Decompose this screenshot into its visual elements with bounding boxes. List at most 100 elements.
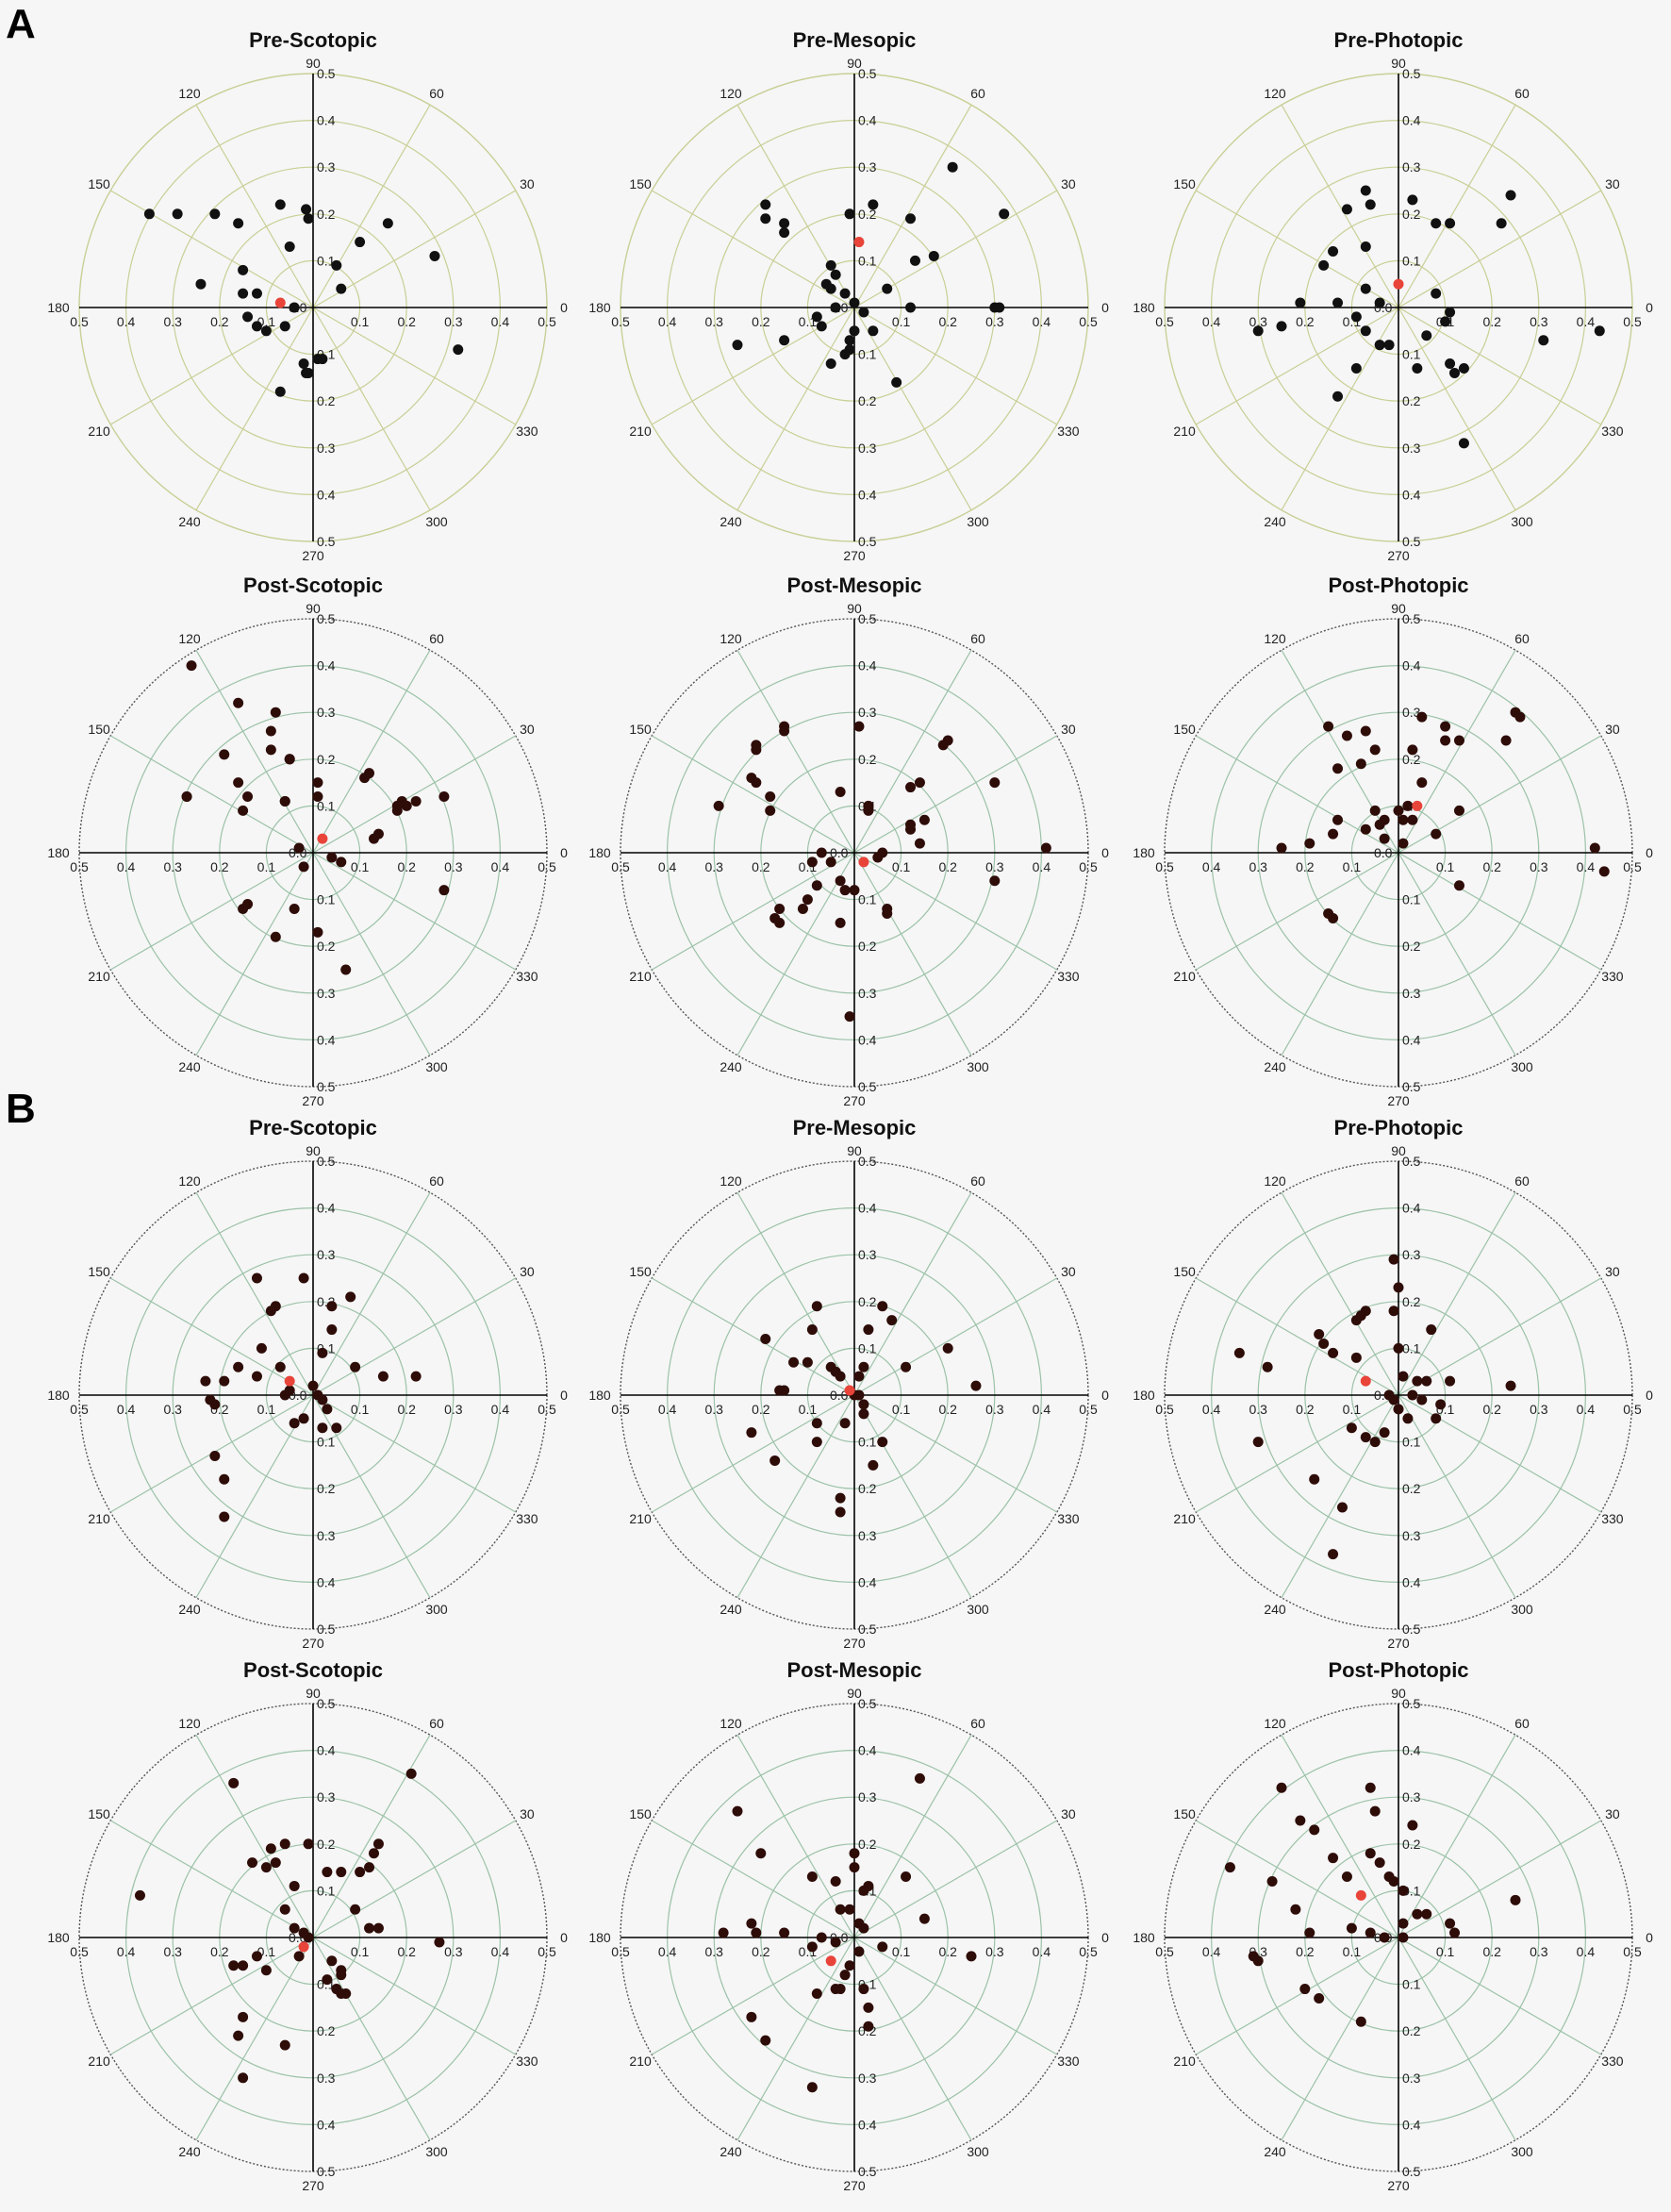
angle-label: 30 [1605,1264,1620,1279]
radial-tick-label: 0.2 [1482,859,1501,874]
radial-tick-label: 0.3 [317,1528,336,1543]
radial-tick-label: 0.5 [1079,314,1098,329]
data-point [274,1361,286,1372]
polar-chart-b-post-mesopic: 0.10.10.10.10.20.20.20.20.30.30.30.30.40… [588,1658,1109,2193]
grid-spoke [1281,649,1399,854]
plot-title: Pre-Photopic [1334,1116,1464,1139]
data-point [1332,763,1344,774]
data-point [1412,1375,1423,1387]
data-point [1360,823,1371,835]
angle-label: 120 [720,86,742,101]
angle-label: 150 [629,1806,652,1821]
data-point [947,161,958,173]
data-point [1398,814,1409,825]
grid-spoke [312,649,431,854]
grid-spoke [1195,852,1399,971]
data-point [260,1965,272,1976]
grid-spoke [853,1820,1058,1938]
data-point [301,367,312,378]
radial-tick-label: 0.3 [1402,705,1421,720]
data-point [228,1960,240,1971]
data-point [1295,297,1306,308]
data-point [1449,1927,1461,1938]
radial-tick-label: 0.4 [317,1574,336,1589]
data-point [914,777,925,789]
plot-title: Pre-Mesopic [793,1116,917,1139]
angle-label: 30 [520,176,535,191]
angle-label: 180 [1133,1930,1155,1945]
data-point [1355,2016,1366,2027]
data-point [755,1848,767,1859]
data-point [1369,1805,1381,1817]
angle-label: 300 [1511,514,1533,529]
data-point [301,204,312,215]
radial-tick-label: 0.4 [1577,314,1596,329]
radial-tick-label: 0.4 [1402,1032,1421,1047]
grid-spoke [651,1277,855,1396]
grid-spoke [1398,307,1602,425]
angle-label: 180 [47,1388,70,1403]
grid-spoke [1398,1820,1602,1938]
radial-tick-label: 0.0 [1374,845,1393,860]
data-point [811,1988,822,2000]
radial-tick-label: 0.2 [752,1944,770,1959]
data-point [326,852,338,863]
mean-point [317,833,328,844]
radial-tick-label: 0.2 [752,314,770,329]
angle-label: 120 [720,631,742,646]
angle-label: 30 [1605,722,1620,737]
polar-chart-a-pre-scotopic: 0.10.10.10.10.20.20.20.20.30.30.30.30.40… [47,28,568,563]
data-point [1350,311,1362,323]
data-point [1309,1473,1320,1485]
radial-tick-label: 0.4 [1402,2117,1421,2132]
data-point [937,740,949,751]
data-point [849,297,860,308]
radial-tick-label: 0.5 [858,1154,877,1169]
grid-spoke [853,307,972,511]
angle-label: 180 [588,845,611,860]
angle-label: 60 [429,1716,444,1731]
angle-label: 120 [178,1173,201,1189]
data-point [238,2072,249,2084]
angle-label: 270 [302,1093,324,1108]
data-point [1416,711,1428,723]
plot-title: Pre-Scotopic [249,28,377,52]
data-point [918,1913,930,1924]
data-point [765,805,776,816]
data-point [312,926,323,938]
polar-chart-a-post-photopic: 0.10.10.10.10.20.20.20.20.30.30.30.30.40… [1133,574,1653,1108]
data-point [1276,321,1287,332]
radial-tick-label: 0.1 [858,892,877,907]
data-point [1369,1437,1381,1448]
angle-label: 0 [1646,845,1653,860]
data-point [882,907,893,919]
data-point [811,1418,822,1429]
data-point [1304,838,1315,849]
data-point [1514,711,1526,723]
radial-tick-label: 0.3 [858,1528,877,1543]
angle-label: 90 [847,1143,862,1158]
data-point [863,1324,874,1336]
angle-label: 270 [1387,1636,1410,1651]
mean-point [853,237,865,248]
grid-spoke [1195,1937,1399,2055]
data-point [858,307,869,318]
data-point [1510,1894,1521,1905]
data-point [219,1375,230,1387]
radial-tick-label: 0.4 [117,1944,136,1959]
data-point [1416,777,1428,789]
data-point [382,218,393,229]
plot-title: Post-Scotopic [243,574,383,597]
angle-label: 210 [629,2054,652,2069]
radial-tick-label: 0.3 [1530,314,1548,329]
angle-label: 0 [1101,1930,1109,1945]
data-point [835,1506,846,1518]
data-point [1314,1992,1325,2004]
data-point [265,1843,276,1854]
data-point [336,857,347,868]
radial-tick-label: 0.5 [1402,611,1421,626]
grid-spoke [109,1277,314,1396]
radial-tick-label: 0.4 [491,1402,510,1417]
data-point [905,213,917,225]
grid-spoke [1398,1734,1516,1938]
